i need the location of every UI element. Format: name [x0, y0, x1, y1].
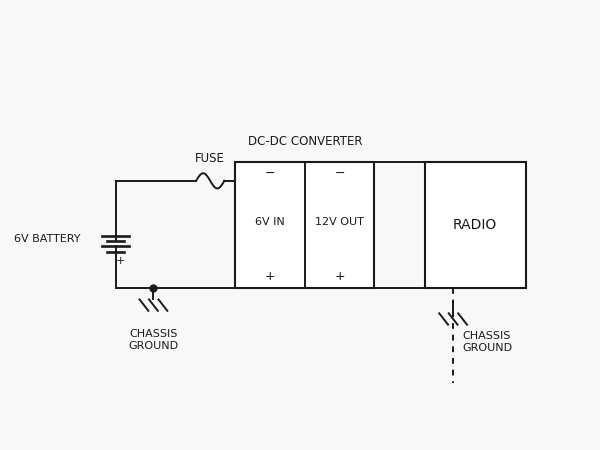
- Text: +: +: [265, 270, 275, 283]
- Text: FUSE: FUSE: [195, 152, 225, 165]
- Text: −: −: [265, 167, 275, 180]
- Text: RADIO: RADIO: [453, 218, 497, 232]
- Text: +: +: [115, 256, 125, 266]
- Text: DC-DC CONVERTER: DC-DC CONVERTER: [248, 135, 362, 148]
- Text: 6V IN: 6V IN: [255, 217, 285, 228]
- Text: −: −: [334, 167, 345, 180]
- Text: 6V BATTERY: 6V BATTERY: [14, 234, 81, 244]
- Bar: [425, 162, 526, 288]
- Bar: [235, 162, 374, 288]
- Text: CHASSIS
GROUND: CHASSIS GROUND: [128, 329, 178, 351]
- Text: +: +: [334, 270, 345, 283]
- Text: CHASSIS
GROUND: CHASSIS GROUND: [463, 331, 513, 353]
- Text: 12V OUT: 12V OUT: [315, 217, 364, 228]
